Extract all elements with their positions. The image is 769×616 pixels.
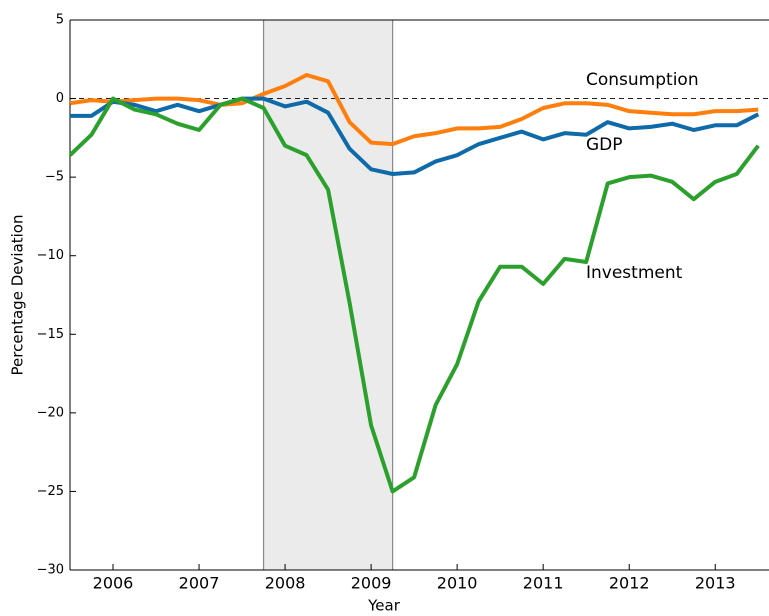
series-line (70, 96, 760, 176)
y-tick-label: 0 (56, 91, 64, 106)
x-tick-label: 2010 (437, 574, 478, 593)
x-axis-label: Year (367, 597, 401, 615)
series-line (68, 96, 760, 494)
y-tick-label: −25 (37, 484, 64, 499)
y-tick-label: −5 (45, 170, 64, 185)
y-tick-label: 5 (56, 13, 64, 28)
y-tick-label: −30 (37, 563, 64, 578)
x-tick-label: 2009 (351, 574, 392, 593)
y-tick-label: −10 (37, 248, 64, 263)
y-axis-label: Percentage Deviation (9, 215, 27, 376)
x-tick-label: 2012 (609, 574, 650, 593)
series-label: GDP (586, 135, 623, 155)
series-label: Investment (586, 263, 683, 283)
series-line (69, 73, 759, 147)
x-tick-label: 2013 (695, 574, 736, 593)
x-tick-label: 2011 (523, 574, 564, 593)
x-tick-label: 2007 (179, 574, 220, 593)
y-tick-label: −20 (37, 405, 64, 420)
y-tick-label: −15 (37, 327, 64, 342)
x-tick-label: 2008 (265, 574, 306, 593)
series-label: Consumption (586, 70, 699, 90)
shaded-region (263, 20, 393, 570)
x-tick-label: 2006 (93, 574, 134, 593)
